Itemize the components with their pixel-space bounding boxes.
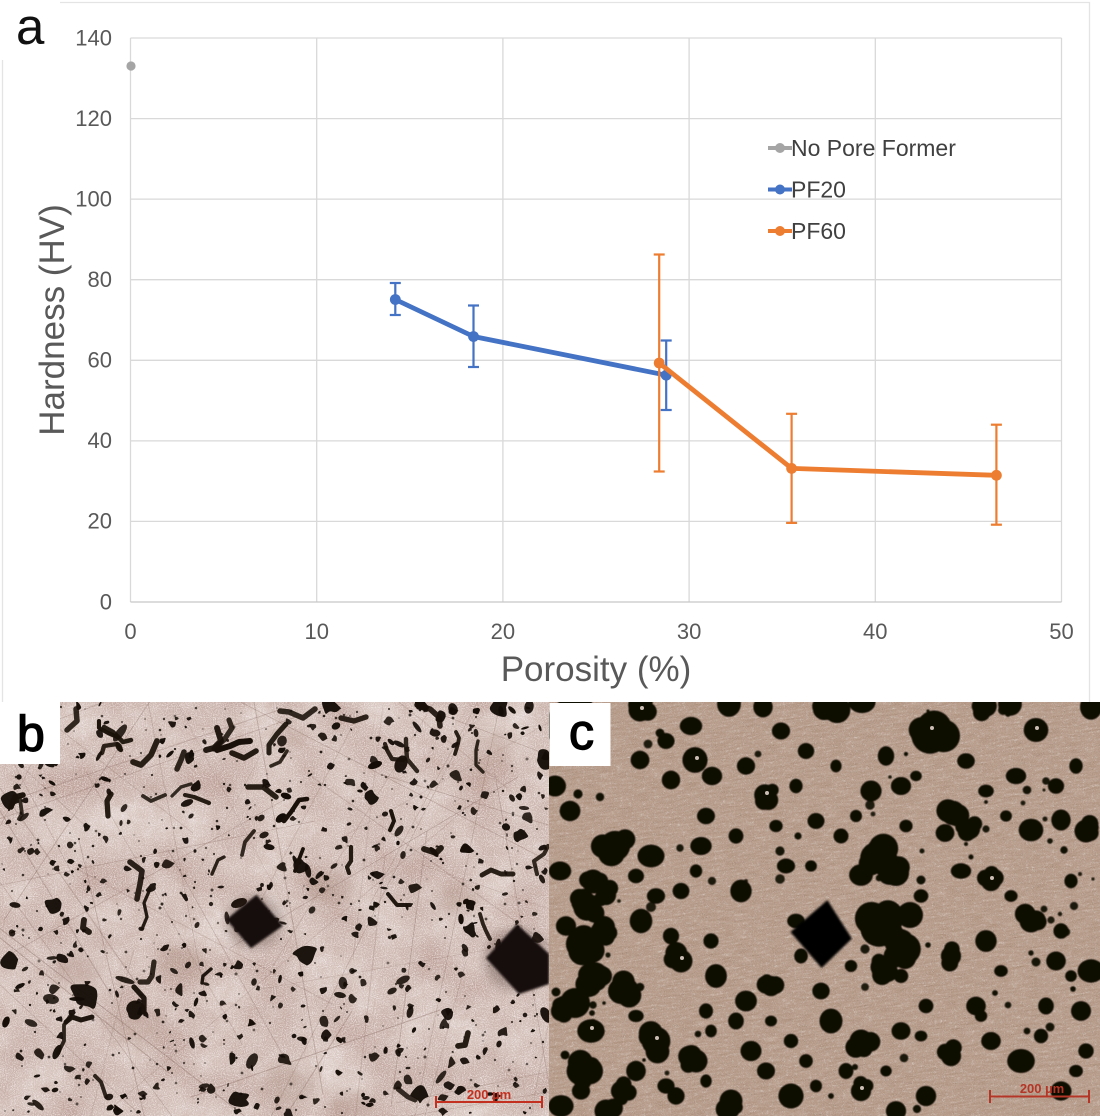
svg-text:200 µm: 200 µm xyxy=(467,1087,511,1102)
svg-text:No Pore Former: No Pore Former xyxy=(791,135,956,161)
svg-text:60: 60 xyxy=(88,348,112,373)
svg-text:10: 10 xyxy=(304,619,328,644)
svg-text:0: 0 xyxy=(100,589,112,614)
svg-text:30: 30 xyxy=(677,619,701,644)
svg-text:40: 40 xyxy=(88,428,112,453)
svg-text:PF20: PF20 xyxy=(791,177,846,203)
svg-text:PF60: PF60 xyxy=(791,218,846,244)
svg-text:20: 20 xyxy=(88,509,112,534)
svg-text:b: b xyxy=(17,706,45,762)
svg-text:200 µm: 200 µm xyxy=(1020,1081,1064,1096)
svg-text:80: 80 xyxy=(88,267,112,292)
svg-text:100: 100 xyxy=(75,186,112,211)
svg-text:40: 40 xyxy=(863,619,887,644)
svg-text:0: 0 xyxy=(124,619,136,644)
svg-text:20: 20 xyxy=(491,619,515,644)
svg-text:Porosity (%): Porosity (%) xyxy=(501,650,692,689)
svg-text:Hardness (HV): Hardness (HV) xyxy=(33,204,72,435)
svg-text:50: 50 xyxy=(1049,619,1073,644)
svg-text:c: c xyxy=(569,704,594,760)
svg-text:140: 140 xyxy=(75,25,112,50)
svg-text:a: a xyxy=(16,0,45,55)
svg-text:120: 120 xyxy=(75,106,112,131)
